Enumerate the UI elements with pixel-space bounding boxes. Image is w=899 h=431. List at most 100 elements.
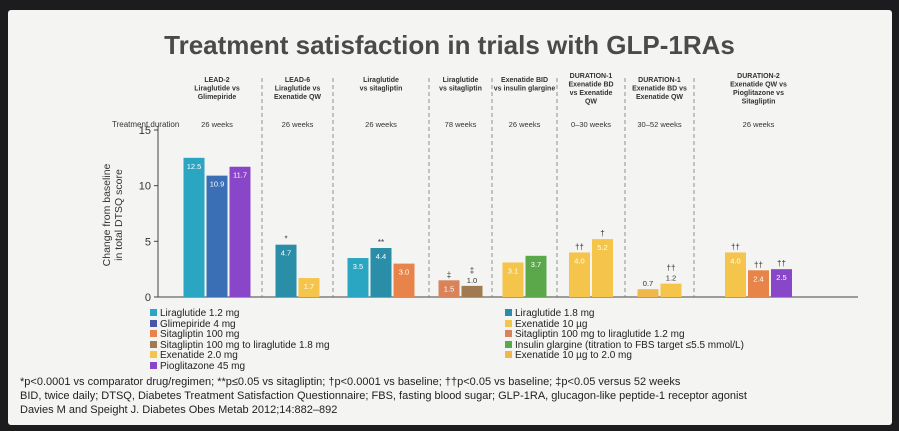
legend-item: Insulin glargine (titration to FBS targe… bbox=[505, 340, 744, 351]
bar bbox=[347, 258, 369, 297]
legend-swatch bbox=[150, 351, 157, 358]
y-axis-label: in total DTSQ score bbox=[113, 169, 125, 261]
group-header: Liraglutide vs bbox=[194, 86, 240, 93]
group-header: Sitagliptin bbox=[742, 99, 776, 106]
bar-value-label: 2.4 bbox=[753, 274, 763, 283]
page-title: Treatment satisfaction in trials with GL… bbox=[164, 30, 735, 60]
group-duration: 26 weeks bbox=[743, 120, 775, 129]
legend-label: Insulin glargine (titration to FBS targe… bbox=[515, 339, 744, 351]
bar-significance-mark: †† bbox=[754, 260, 763, 269]
legend-swatch bbox=[150, 309, 157, 316]
bar-value-label: 4.4 bbox=[376, 252, 386, 261]
bar-significance-mark: * bbox=[284, 235, 287, 244]
legend-label: Liraglutide 1.8 mg bbox=[515, 308, 595, 319]
legend-swatch bbox=[505, 319, 512, 327]
group-header: DURATION-1 bbox=[570, 73, 613, 80]
group-duration: 26 weeks bbox=[282, 120, 314, 129]
footnote-significance: *p<0.0001 vs comparator drug/regimen; **… bbox=[20, 376, 681, 388]
legend-item: Sitagliptin 100 mg bbox=[150, 329, 240, 340]
bar bbox=[393, 263, 415, 297]
bar bbox=[370, 248, 392, 297]
legend-item: Exenatide 10 µg to 2.0 mg bbox=[505, 350, 632, 361]
bar-value-label: 2.5 bbox=[776, 273, 786, 282]
legend-label: Exenatide 10 µg bbox=[515, 318, 588, 330]
legend-item: Exenatide 10 µg bbox=[505, 319, 587, 330]
bar-value-label: 3.0 bbox=[399, 268, 409, 277]
footnote-citation: Davies M and Speight J. Diabetes Obes Me… bbox=[20, 404, 338, 416]
legend-label: Glimepiride 4 mg bbox=[160, 318, 236, 330]
group-header: DURATION-1 bbox=[638, 77, 681, 84]
legend-swatch bbox=[150, 340, 157, 348]
bar bbox=[771, 269, 792, 297]
legend-item: Sitagliptin 100 mg to liraglutide 1.8 mg bbox=[150, 340, 330, 351]
bar-value-label: 1.7 bbox=[304, 282, 314, 291]
group-header: DURATION-2 bbox=[737, 73, 780, 80]
bar-value-label: 5.2 bbox=[597, 243, 607, 252]
bar-value-label: 4.7 bbox=[281, 249, 291, 258]
bar bbox=[438, 280, 460, 297]
bar bbox=[275, 244, 297, 297]
legend-label: Liraglutide 1.2 mg bbox=[160, 308, 240, 319]
y-tick-label: 15 bbox=[139, 125, 151, 137]
group-header: LEAD-6 bbox=[285, 77, 310, 84]
bar-value-label: 1.0 bbox=[467, 276, 477, 285]
group-header: vs Exenatide bbox=[570, 90, 613, 97]
legend-item: Pioglitazone 45 mg bbox=[150, 361, 245, 372]
legend-item: Liraglutide 1.2 mg bbox=[150, 308, 240, 319]
bar bbox=[461, 285, 483, 297]
bar bbox=[660, 283, 682, 297]
group-header: Glimepiride bbox=[198, 94, 237, 101]
bar-significance-mark: †† bbox=[575, 242, 584, 251]
legend-label: Exenatide 2.0 mg bbox=[160, 350, 238, 361]
group-header: Exenatide QW vs bbox=[730, 82, 787, 89]
group-header: Liraglutide vs bbox=[275, 86, 321, 93]
y-axis-label: Change from baseline bbox=[101, 163, 113, 266]
bar-significance-mark: † bbox=[600, 229, 604, 238]
group-duration: 0–30 weeks bbox=[571, 120, 611, 129]
bar-significance-mark: †† bbox=[777, 259, 786, 268]
group-header: Exenatide QW bbox=[636, 94, 683, 101]
group-header: vs insulin glargine bbox=[494, 86, 556, 93]
bar bbox=[525, 255, 547, 297]
legend-label: Sitagliptin 100 mg bbox=[160, 329, 240, 340]
group-header: LEAD-2 bbox=[204, 77, 229, 84]
bar bbox=[748, 270, 769, 297]
bar-value-label: 0.7 bbox=[643, 279, 653, 288]
legend-item: Liraglutide 1.8 mg bbox=[505, 308, 595, 319]
bar bbox=[298, 278, 320, 297]
legend-item: Sitagliptin 100 mg to liraglutide 1.2 mg bbox=[505, 329, 685, 340]
bar-value-label: 4.0 bbox=[574, 256, 584, 265]
group-header: Exenatide QW bbox=[274, 94, 321, 101]
bar-value-label: 4.0 bbox=[730, 256, 740, 265]
group-header: Liraglutide bbox=[443, 77, 479, 84]
bar bbox=[502, 262, 524, 297]
group-header: QW bbox=[585, 99, 597, 106]
legend-label: Sitagliptin 100 mg to liraglutide 1.8 mg bbox=[160, 339, 330, 351]
legend-swatch bbox=[505, 340, 512, 348]
legend-item: Exenatide 2.0 mg bbox=[150, 350, 238, 361]
bar bbox=[569, 252, 590, 297]
group-header: Exenatide BID bbox=[501, 77, 548, 84]
bar bbox=[637, 289, 659, 297]
legend-swatch bbox=[505, 330, 512, 337]
bar bbox=[206, 175, 228, 297]
legend-swatch bbox=[150, 319, 157, 327]
bar-value-label: 1.5 bbox=[444, 284, 454, 293]
group-header: Pioglitazone vs bbox=[733, 90, 784, 97]
legend-label: Exenatide 10 µg to 2.0 mg bbox=[515, 350, 632, 361]
group-header: vs sitagliptin bbox=[360, 86, 403, 93]
legend-item: Glimepiride 4 mg bbox=[150, 319, 236, 330]
group-header: vs sitagliptin bbox=[439, 86, 482, 93]
bar-value-label: 10.9 bbox=[210, 180, 225, 189]
bar bbox=[592, 239, 613, 297]
y-tick-label: 10 bbox=[139, 181, 151, 193]
bar-significance-mark: †† bbox=[731, 242, 740, 251]
legend-swatch bbox=[505, 351, 512, 358]
group-duration: 26 weeks bbox=[509, 120, 541, 129]
bar-significance-mark: ‡ bbox=[470, 266, 474, 275]
bar bbox=[725, 252, 746, 297]
group-header: Liraglutide bbox=[363, 77, 399, 84]
bar-significance-mark: ‡ bbox=[447, 270, 451, 279]
